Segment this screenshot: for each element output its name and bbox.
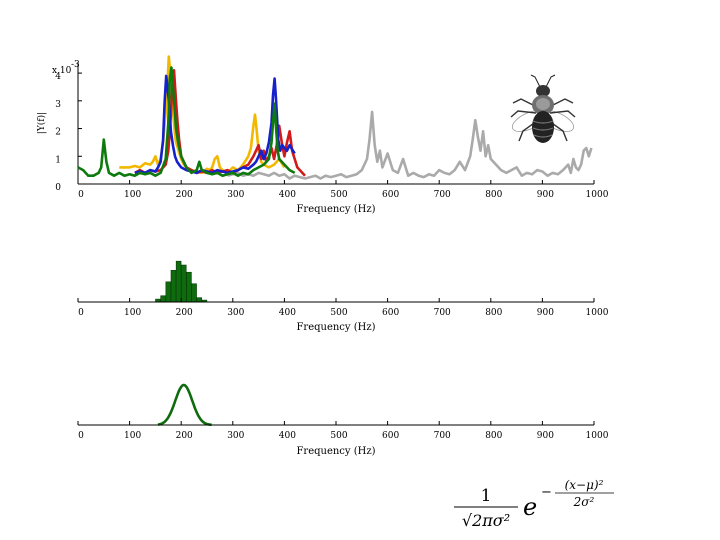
x-tick-label: 200 <box>176 431 193 441</box>
x-tick-label: 200 <box>176 190 193 200</box>
y-tick-label: 2 <box>55 128 61 138</box>
x-tick-label: 500 <box>330 431 347 441</box>
x-tick-label: 100 <box>124 190 141 200</box>
y-tick-label: 0 <box>55 183 61 193</box>
x-tick-label: 400 <box>279 190 296 200</box>
histogram-bar <box>165 281 172 303</box>
x-tick-label: 700 <box>434 190 451 200</box>
series-line-3 <box>134 74 296 175</box>
x-tick-label: 900 <box>537 308 554 318</box>
y-tick-label: 1 <box>55 155 61 165</box>
y-tick-label: 3 <box>55 100 61 110</box>
histogram-bar <box>175 260 182 303</box>
histogram-bar <box>160 295 166 303</box>
x-tick-label: 800 <box>485 431 502 441</box>
formula-exp-denominator: 2σ² <box>573 495 595 509</box>
x-tick-label: 600 <box>382 308 399 318</box>
gaussian-formula: 1 √2πσ² e − (x−μ)² 2σ² <box>454 478 614 530</box>
x-tick-label: 300 <box>227 308 244 318</box>
gaussian-panel: 0 100 200 300 400 500 600 700 800 900 1000 Frequenc… <box>77 383 609 457</box>
x-tick-label: 500 <box>330 190 347 200</box>
x-tick-label: 100 <box>124 308 141 318</box>
formula-base: e <box>523 493 537 521</box>
x-tick-label: 0 <box>78 308 84 318</box>
x-tick-label: 600 <box>382 431 399 441</box>
x-tick-label: 400 <box>279 431 296 441</box>
x-tick-label: 100 <box>124 431 141 441</box>
spectrum-panel: 0 1 2 3 4 |Y(f)| x 10-3 0 100 200 300 400 500 600 700 8… <box>36 55 609 215</box>
x-tick-label: 400 <box>279 308 296 318</box>
series-line-4 <box>77 66 296 177</box>
x-tick-label: 500 <box>330 308 347 318</box>
x-tick-label: 800 <box>485 308 502 318</box>
y-scale-exponent: -3 <box>71 60 80 70</box>
formula-denominator: √2πσ² <box>462 511 510 530</box>
x-tick-label: 700 <box>434 431 451 441</box>
x-axis-title: Frequency (Hz) <box>296 446 375 457</box>
x-tick-label: 300 <box>227 190 244 200</box>
histogram-panel: 0 100 200 300 400 500 600 700 800 900 1000 Frequenc… <box>77 260 609 333</box>
formula-numerator: 1 <box>481 486 492 506</box>
x-tick-label: 0 <box>78 190 84 200</box>
x-axis-title: Frequency (Hz) <box>296 322 375 333</box>
x-tick-label: 700 <box>434 308 451 318</box>
histogram-bar <box>191 283 197 303</box>
formula-exp-numerator: (x−μ)² <box>565 478 604 492</box>
x-tick-label: 900 <box>537 431 554 441</box>
bee-illustration <box>510 74 576 143</box>
x-tick-label: 0 <box>78 431 84 441</box>
x-tick-label: 300 <box>227 431 244 441</box>
x-tick-label: 1000 <box>586 308 609 318</box>
x-tick-label: 600 <box>382 190 399 200</box>
y-scale-note: x 10 <box>52 66 72 76</box>
y-tick-label: 4 <box>55 72 61 82</box>
gaussian-curve <box>157 383 212 427</box>
x-tick-label: 800 <box>485 190 502 200</box>
formula-exp-sign: − <box>541 485 552 500</box>
x-tick-label: 200 <box>176 308 193 318</box>
histogram-bar <box>181 264 187 303</box>
x-tick-label: 1000 <box>586 190 609 200</box>
histogram-bar <box>170 270 177 303</box>
histogram-bar <box>196 297 203 303</box>
x-axis-title: Frequency (Hz) <box>296 204 375 215</box>
y-axis-title: |Y(f)| <box>36 112 47 134</box>
histogram-bar <box>186 271 192 303</box>
x-tick-label: 900 <box>537 190 554 200</box>
series-line-0 <box>227 110 593 180</box>
x-tick-label: 1000 <box>586 431 609 441</box>
